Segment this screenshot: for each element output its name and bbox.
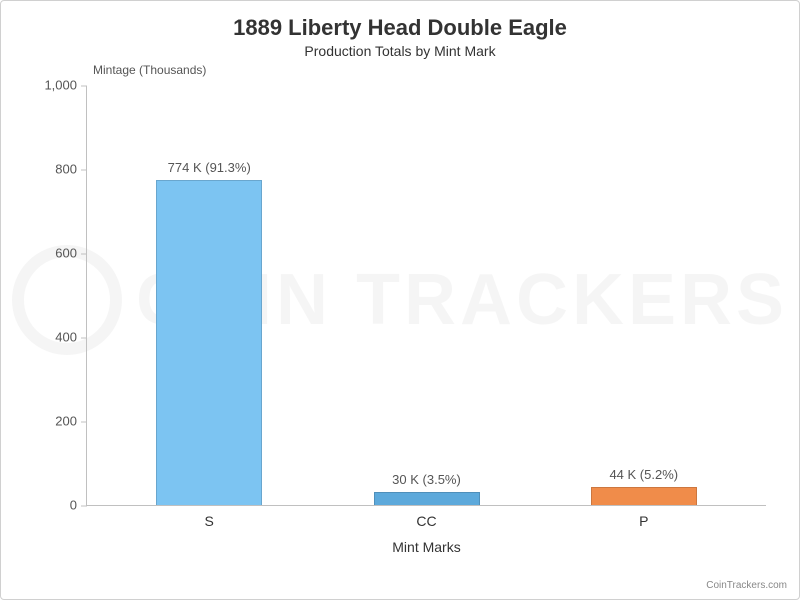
x-tick-label: CC — [416, 513, 436, 529]
y-tick-label: 600 — [55, 246, 87, 261]
x-tick-label: S — [205, 513, 214, 529]
x-tick-label: P — [639, 513, 648, 529]
plot-area: 02004006008001,000 774 K (91.3%)S30 K (3… — [86, 86, 766, 506]
bar-value-label: 30 K (3.5%) — [392, 472, 461, 487]
bar-value-label: 774 K (91.3%) — [168, 160, 251, 175]
bar: 44 K (5.2%) — [591, 487, 697, 505]
y-axis-label: Mintage (Thousands) — [93, 63, 206, 77]
y-tick-label: 800 — [55, 162, 87, 177]
bar: 30 K (3.5%) — [374, 492, 480, 505]
chart-subtitle: Production Totals by Mint Mark — [1, 43, 799, 59]
y-tick-label: 0 — [70, 498, 87, 513]
bar-value-label: 44 K (5.2%) — [609, 467, 678, 482]
y-tick-label: 200 — [55, 414, 87, 429]
x-axis-label: Mint Marks — [392, 539, 460, 555]
attribution-text: CoinTrackers.com — [706, 580, 787, 591]
chart-title: 1889 Liberty Head Double Eagle — [1, 1, 799, 41]
y-tick-label: 400 — [55, 330, 87, 345]
bar: 774 K (91.3%) — [156, 180, 262, 505]
y-tick-label: 1,000 — [44, 78, 87, 93]
